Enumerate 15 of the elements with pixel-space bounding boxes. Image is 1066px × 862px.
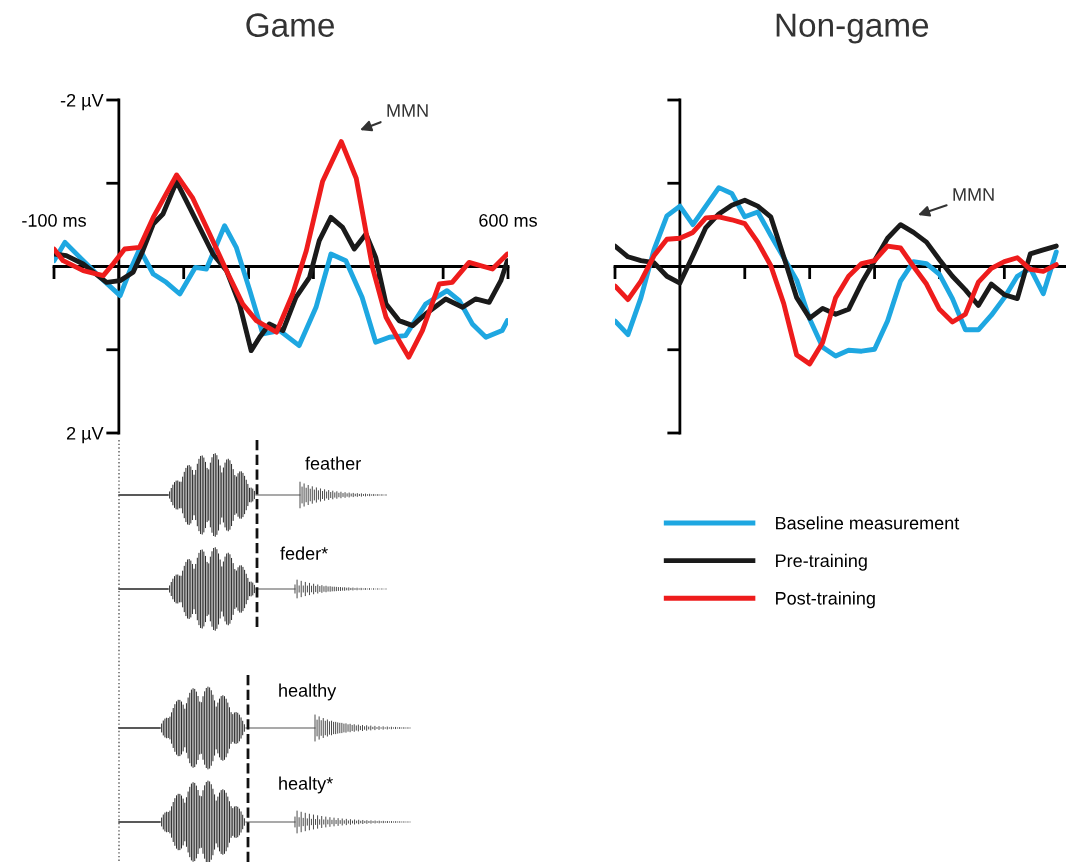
chart-title: Non-game (776, 13, 929, 44)
x-tick-label: 600 ms (479, 214, 537, 227)
annotation: MMN (387, 104, 428, 117)
legend-label: Post-training (776, 591, 875, 609)
x-tick-label: -100 ms (22, 214, 86, 227)
y-tick-label: 2 µV (66, 426, 104, 444)
y-tick-label: -2 µV (60, 93, 104, 111)
legend-label: Pre-training (776, 553, 867, 571)
text: feder* (280, 546, 328, 560)
annotation: MMN (953, 188, 994, 201)
legend-label: Baseline measurement (776, 516, 960, 530)
text: healthy (279, 683, 337, 701)
text: feather (305, 456, 361, 470)
chart-title: Game (246, 13, 334, 37)
text: healty* (279, 776, 333, 794)
